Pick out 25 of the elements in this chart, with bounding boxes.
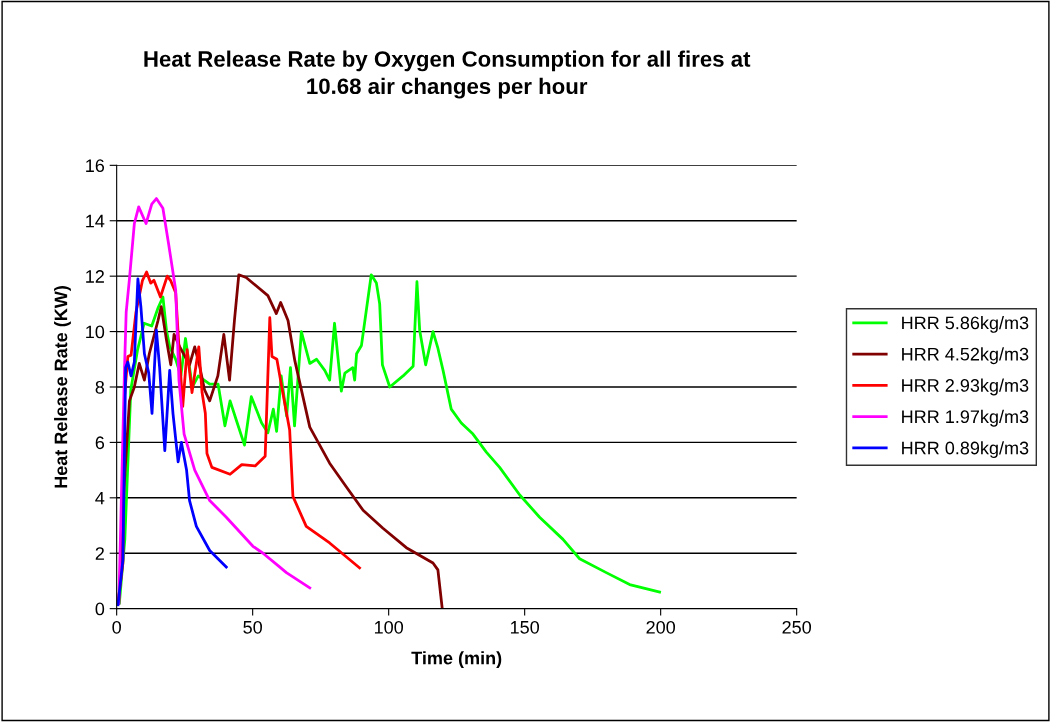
y-axis-title: Heat Release Rate (KW) <box>54 286 71 488</box>
x-axis-title: Time (min) <box>411 651 502 668</box>
x-tick-label: 250 <box>782 620 812 634</box>
legend-label: HRR 2.93kg/m3 <box>902 378 1029 396</box>
y-tick-label: 2 <box>95 547 104 560</box>
x-tick-label: 50 <box>243 620 262 634</box>
y-tick-label: 12 <box>86 270 104 283</box>
legend-label: HRR 1.97kg/m3 <box>902 409 1029 427</box>
y-tick-label: 16 <box>86 159 105 173</box>
line-series <box>116 277 228 607</box>
x-tick-label: 100 <box>374 620 404 634</box>
y-tick-label: 6 <box>95 436 105 450</box>
x-tick-label: 0 <box>112 620 121 634</box>
x-tick-label: 150 <box>510 620 540 634</box>
y-tick-label: 10 <box>86 325 105 339</box>
y-tick-label: 8 <box>95 380 105 394</box>
y-tick-label: 14 <box>86 214 105 228</box>
legend-label: HRR 4.52kg/m3 <box>902 347 1029 365</box>
legend-label: HRR 5.86kg/m3 <box>902 316 1029 333</box>
y-tick-label: 4 <box>95 491 105 505</box>
line-series <box>117 197 312 605</box>
chart-title: Heat Release Rate by Oxygen Consumption for all fires at 10.68 air changes per hour <box>144 50 751 99</box>
legend-label: HRR 0.89kg/m3 <box>902 441 1029 458</box>
y-tick-label: 0 <box>95 602 105 616</box>
x-tick-label: 200 <box>646 620 676 634</box>
